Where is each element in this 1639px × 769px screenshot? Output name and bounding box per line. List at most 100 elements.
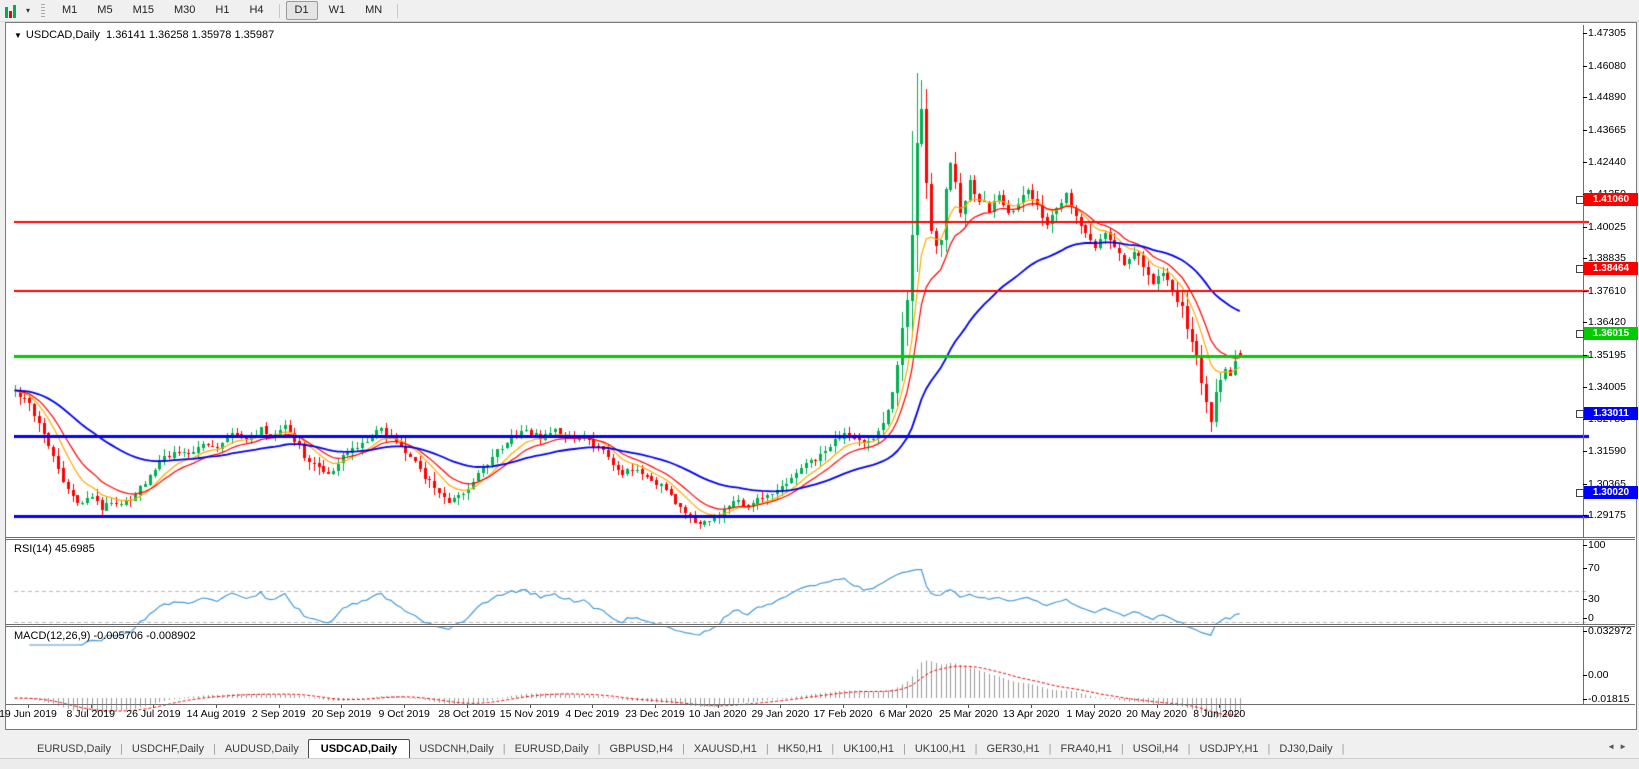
chart-tab-fra40-h1[interactable]: FRA40,H1: [1060, 743, 1112, 755]
date-tick-mark: [654, 705, 656, 708]
date-tick-label: 20 May 2020: [1126, 708, 1187, 720]
chart-tab-usdchf-daily[interactable]: USDCHF,Daily: [131, 743, 204, 755]
date-tick-mark: [780, 705, 782, 708]
collapse-icon[interactable]: ▼: [14, 31, 22, 40]
candle-up-glyph: [5, 7, 8, 18]
timeframe-button-d1[interactable]: D1: [285, 1, 318, 20]
chart-tab-eurusd-daily[interactable]: EURUSD,Daily: [37, 743, 111, 755]
status-bar: [0, 758, 1639, 769]
price-chart-canvas[interactable]: [14, 48, 1589, 560]
main-rsi-divider[interactable]: [6, 537, 1635, 540]
timeframe-button-mn[interactable]: MN: [365, 4, 383, 16]
tab-separator: |: [682, 743, 685, 755]
chart-tab-eurusd-daily[interactable]: EURUSD,Daily: [514, 743, 589, 755]
chart-tab-audusd-daily[interactable]: AUDUSD,Daily: [224, 743, 299, 755]
chart-tab-hk50-h1[interactable]: HK50,H1: [777, 743, 823, 755]
price-tick-label: 1.42440: [1583, 156, 1638, 168]
timeframe-buttons: M1 M5 M15 M30 H1 H4 D1 W1 MN: [52, 1, 403, 20]
hline-price-label[interactable]: 1.41060: [1576, 192, 1638, 206]
tab-separator: |: [1341, 743, 1345, 755]
toolbar-separator: [397, 3, 399, 18]
macd-tick-label: 0.00: [1583, 669, 1638, 681]
date-tick-label: 15 Nov 2019: [499, 708, 560, 720]
tab-separator: |: [1187, 743, 1191, 755]
tab-separator: |: [1048, 743, 1052, 755]
date-tick-mark: [90, 705, 92, 708]
date-tick-mark: [278, 705, 280, 708]
date-tick-label: 28 Oct 2019: [438, 708, 496, 720]
date-tick-mark: [404, 705, 406, 708]
date-tick-mark: [592, 705, 594, 708]
date-tick-label: 29 Jan 2020: [751, 708, 810, 720]
tab-scroll-arrows[interactable]: ◄►: [1607, 742, 1631, 751]
timeframe-button-m1[interactable]: M1: [62, 4, 78, 16]
date-tick-mark: [1031, 705, 1033, 708]
date-tick-label: 8 Jul 2019: [66, 708, 115, 720]
timeframe-button-h4[interactable]: H4: [249, 4, 264, 16]
price-tick-label: 1.40025: [1583, 221, 1638, 233]
chart-tab-uk100-h1[interactable]: UK100,H1: [843, 743, 894, 755]
price-tick-label: 1.47305: [1583, 27, 1638, 39]
timeframe-button-m15[interactable]: M15: [132, 4, 154, 16]
chart-tab-usdcad-daily[interactable]: USDCAD,Daily: [307, 739, 411, 759]
timeframe-button-h1[interactable]: H1: [215, 4, 230, 16]
chart-tab-usdcnh-daily[interactable]: USDCNH,Daily: [419, 743, 494, 755]
price-tick-label: 1.46080: [1583, 60, 1638, 72]
chart-type-icon[interactable]: [3, 2, 25, 19]
date-tick-label: 8 Jun 2020: [1193, 708, 1246, 720]
rsi-tick-label: 100: [1583, 539, 1638, 551]
chart-tab-usdjpy-h1[interactable]: USDJPY,H1: [1199, 743, 1259, 755]
hline-price-label[interactable]: 1.38464: [1576, 261, 1638, 275]
chart-tab-ger30-h1[interactable]: GER30,H1: [986, 743, 1040, 755]
tab-separator: |: [212, 743, 216, 755]
date-tick-mark: [717, 705, 719, 708]
tab-separator: |: [1267, 743, 1271, 755]
tab-scroll-left-icon[interactable]: ◄: [1607, 742, 1620, 751]
tab-scroll-right-icon[interactable]: ►: [1619, 742, 1631, 751]
macd-tick-label: 0.032972: [1583, 625, 1638, 637]
timeframe-button-w1[interactable]: W1: [328, 4, 346, 16]
date-tick-mark: [968, 705, 970, 708]
rsi-panel-canvas[interactable]: [14, 563, 1589, 647]
rsi-tick-label: 30: [1583, 593, 1638, 605]
chart-tab-usoil-h4[interactable]: USOil,H4: [1132, 743, 1179, 755]
date-tick-label: 14 Aug 2019: [186, 708, 246, 720]
macd-tick-label: -0.01815: [1583, 693, 1638, 705]
ohlc-values: 1.36141 1.36258 1.35978 1.35987: [106, 29, 275, 41]
price-tick-label: 1.29175: [1583, 509, 1638, 521]
date-axis-line: [6, 704, 1635, 705]
date-tick-label: 6 Mar 2020: [879, 708, 933, 720]
date-tick-mark: [466, 705, 468, 708]
price-tick-label: 1.34005: [1583, 381, 1638, 393]
tab-separator: |: [831, 743, 835, 755]
price-tick-label: 1.38835: [1583, 252, 1638, 264]
chart-tab-uk100-h1[interactable]: UK100,H1: [914, 743, 966, 755]
date-tick-label: 23 Dec 2019: [625, 708, 685, 720]
date-tick-label: 26 Jul 2019: [126, 708, 181, 720]
rsi-macd-divider[interactable]: [6, 624, 1635, 627]
timeframe-button-m30[interactable]: M30: [173, 4, 196, 16]
toolbar-grip[interactable]: [41, 3, 46, 18]
chart-tab-xauusd-h1[interactable]: XAUUSD,H1: [693, 743, 757, 755]
chevron-down-icon[interactable]: ▾: [26, 6, 31, 15]
date-tick-label: 17 Feb 2020: [813, 708, 873, 720]
date-tick-mark: [341, 705, 343, 708]
tab-separator: |: [1120, 743, 1124, 755]
hline-price-label[interactable]: 1.30020: [1576, 486, 1638, 500]
date-tick-mark: [216, 705, 218, 708]
hline-price-label[interactable]: 1.33011: [1576, 406, 1638, 420]
macd-label: MACD(12,26,9) -0.005706 -0.008902: [14, 630, 196, 642]
timeframe-button-m5[interactable]: M5: [97, 4, 113, 16]
chart-tab-dj30-daily[interactable]: DJ30,Daily: [1279, 743, 1333, 755]
date-tick-mark: [905, 705, 907, 708]
chart-tab-gbpusd-h4[interactable]: GBPUSD,H4: [609, 743, 674, 755]
date-tick-mark: [28, 705, 29, 708]
macd-panel-canvas[interactable]: [14, 650, 1589, 727]
date-tick-label: 19 Jun 2019: [0, 708, 57, 720]
date-tick-label: 10 Jan 2020: [688, 708, 747, 720]
hline-price-label[interactable]: 1.36015: [1576, 326, 1638, 340]
tab-separator: |: [502, 743, 506, 755]
tab-separator: |: [974, 743, 978, 755]
rsi-tick-label: 70: [1583, 562, 1638, 574]
rsi-label: RSI(14) 45.6985: [14, 543, 95, 555]
